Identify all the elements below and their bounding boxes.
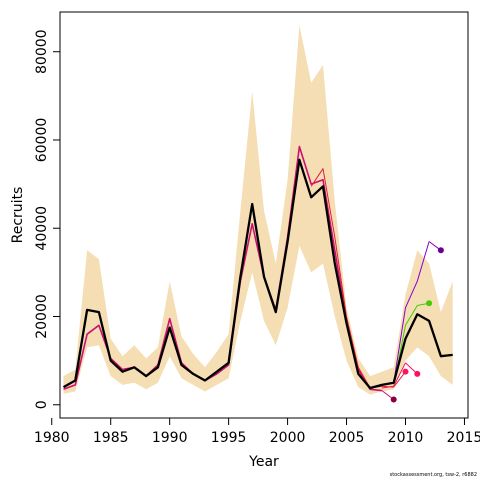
y-axis-label: Recruits: [10, 187, 26, 244]
y-tick-label: 80000: [34, 29, 50, 74]
plot-frame: [59, 11, 469, 419]
series-lines: [62, 145, 453, 400]
y-tick-label: 0: [34, 400, 50, 409]
credit-text: stockassessment.org, tsw-2, r6882: [389, 472, 477, 478]
confidence-band-area: [63, 25, 453, 395]
series-line-5: [393, 241, 430, 383]
series-end-point-3: [414, 370, 421, 377]
y-tick-label: 20000: [34, 294, 50, 339]
series-end-points: [390, 247, 444, 403]
x-axis: 1980 1985 1990 1995 2000 2005 2010 2015: [34, 418, 480, 446]
y-tick-label: 40000: [34, 206, 50, 251]
series-end-point-5: [437, 247, 444, 254]
series-line-3: [381, 362, 406, 389]
x-tick-label: 2015: [447, 430, 480, 446]
x-tick-label: 2005: [329, 430, 365, 446]
y-tick-label: 60000: [34, 118, 50, 163]
series-end-point-1: [390, 396, 397, 403]
series-end-point-2: [402, 368, 409, 375]
series-end-point-4: [426, 300, 433, 307]
confidence-band: [63, 25, 453, 395]
x-tick-label: 1995: [211, 430, 247, 446]
x-tick-label: 2000: [270, 430, 306, 446]
series-line-1: [63, 145, 382, 392]
series-tail-2: [393, 371, 406, 388]
series-line-0: [62, 158, 453, 390]
y-axis: 0 20000 40000 60000 80000: [34, 29, 60, 409]
x-tick-label: 1980: [34, 430, 70, 446]
x-tick-label: 1990: [152, 430, 188, 446]
x-tick-label: 1985: [93, 430, 129, 446]
x-tick-label: 2010: [388, 430, 424, 446]
x-axis-label: Year: [248, 454, 279, 470]
